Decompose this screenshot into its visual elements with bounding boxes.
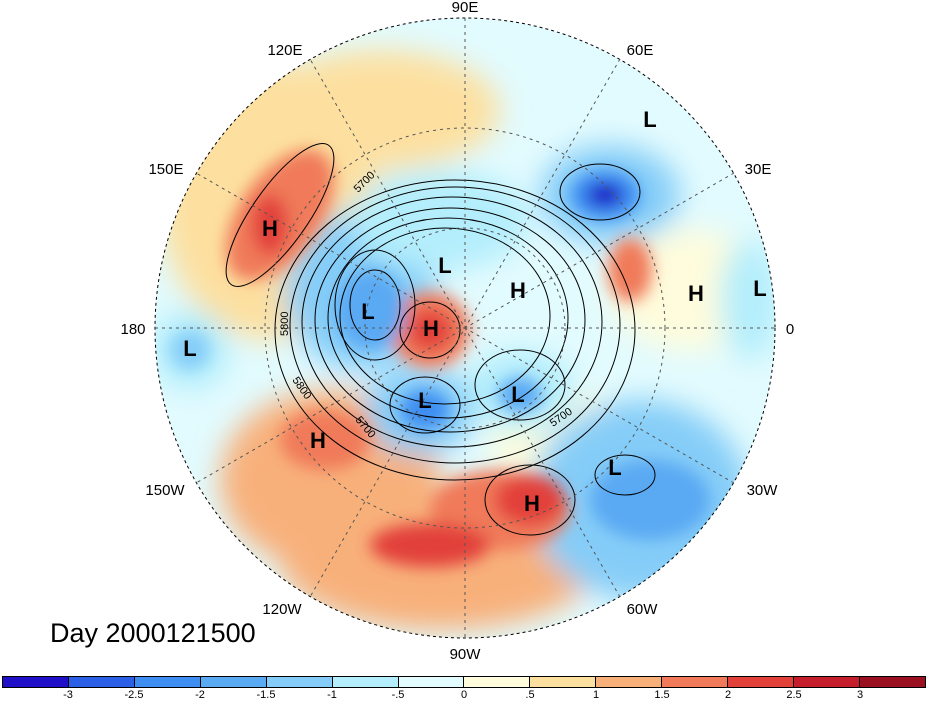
colorbar-swatch [266, 677, 333, 687]
colorbar-tick-label: -1 [327, 689, 337, 701]
colorbar-swatch [728, 677, 795, 687]
lon-label-30e: 30E [745, 161, 772, 178]
lon-label-60w: 60W [627, 601, 659, 618]
colorbar-tick-label: -1.5 [256, 689, 276, 701]
high-center-marker: H [510, 278, 526, 303]
colorbar-swatch [332, 677, 399, 687]
colorbar-swatch [200, 677, 267, 687]
low-center-marker: L [438, 253, 451, 278]
colorbar-tick-label: -2.5 [124, 689, 144, 701]
lon-label-150w: 150W [145, 482, 185, 499]
high-center-marker: H [262, 216, 278, 241]
colorbar-swatch [3, 677, 69, 687]
height-contours [225, 143, 656, 536]
colorbar-swatch [662, 677, 729, 687]
colorbar-swatch [464, 677, 531, 687]
longitude-labels: 90E 60E 30E 0 30W 60W 90W 120W 150W 180 … [120, 0, 794, 663]
lon-label-90e: 90E [452, 0, 479, 16]
day-label: Day 2000121500 [50, 618, 256, 648]
lon-label-180: 180 [120, 321, 145, 338]
colorbar-swatch [596, 677, 663, 687]
colorbar-swatch [68, 677, 135, 687]
colorbar-swatch [398, 677, 465, 687]
colorbar [2, 676, 926, 688]
pressure-centers: H L L H H L L H L L L H H L [183, 107, 766, 516]
lon-label-0: 0 [786, 321, 794, 338]
colorbar-tick-label: 1 [592, 689, 600, 701]
low-center-marker: L [643, 107, 656, 132]
lon-label-120w: 120W [262, 601, 302, 618]
lon-label-30w: 30W [747, 482, 779, 499]
high-center-marker: H [310, 428, 326, 453]
low-center-marker: L [418, 388, 431, 413]
colorbar-tick-label: -3 [63, 689, 73, 701]
lon-label-60e: 60E [627, 42, 654, 59]
low-center-marker: L [511, 382, 524, 407]
lon-label-90w: 90W [450, 646, 482, 663]
colorbar-tick-label: 0 [460, 689, 468, 701]
colorbar-swatch [859, 677, 925, 687]
colorbar-tick-label: -2 [195, 689, 205, 701]
low-center-marker: L [361, 299, 374, 324]
lon-label-150e: 150E [148, 161, 183, 178]
colorbar-tick-label: 2 [724, 689, 732, 701]
colorbar-tick-label: 3 [856, 689, 864, 701]
colorbar-tick-label: 2.5 [786, 689, 802, 701]
high-center-marker: H [688, 281, 704, 306]
lon-label-120e: 120E [267, 42, 302, 59]
colorbar-swatch [530, 677, 597, 687]
graticule [155, 18, 775, 638]
low-center-marker: L [753, 276, 766, 301]
low-center-marker: L [183, 336, 196, 361]
colorbar-tick-label: 1.5 [654, 689, 670, 701]
colorbar-swatch [794, 677, 860, 687]
low-center-marker: L [608, 455, 621, 480]
high-center-marker: H [524, 491, 540, 516]
colorbar-tick-label: .5 [525, 689, 535, 701]
colorbar-tick-label: -.5 [391, 689, 405, 701]
contour-label: 5800 [279, 312, 291, 336]
colorbar-swatch [134, 677, 201, 687]
high-center-marker: H [423, 316, 439, 341]
